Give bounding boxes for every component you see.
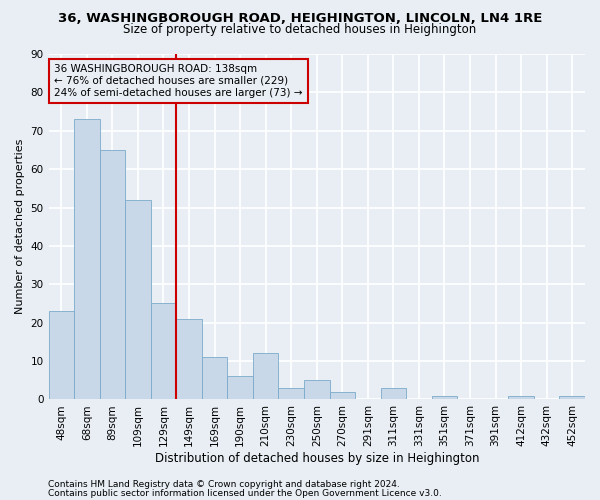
Bar	[304, 380, 329, 400]
Bar	[278, 388, 304, 400]
Text: Contains HM Land Registry data © Crown copyright and database right 2024.: Contains HM Land Registry data © Crown c…	[48, 480, 400, 489]
Bar	[432, 396, 457, 400]
Bar	[508, 396, 534, 400]
Bar	[202, 357, 227, 400]
Y-axis label: Number of detached properties: Number of detached properties	[15, 139, 25, 314]
Bar	[227, 376, 253, 400]
Text: Size of property relative to detached houses in Heighington: Size of property relative to detached ho…	[124, 24, 476, 36]
Bar	[100, 150, 125, 400]
Bar	[559, 396, 585, 400]
Bar	[49, 311, 74, 400]
Bar	[380, 388, 406, 400]
Bar	[151, 304, 176, 400]
Text: Contains public sector information licensed under the Open Government Licence v3: Contains public sector information licen…	[48, 488, 442, 498]
Text: 36, WASHINGBOROUGH ROAD, HEIGHINGTON, LINCOLN, LN4 1RE: 36, WASHINGBOROUGH ROAD, HEIGHINGTON, LI…	[58, 12, 542, 26]
Bar	[125, 200, 151, 400]
Text: 36 WASHINGBOROUGH ROAD: 138sqm
← 76% of detached houses are smaller (229)
24% of: 36 WASHINGBOROUGH ROAD: 138sqm ← 76% of …	[54, 64, 302, 98]
X-axis label: Distribution of detached houses by size in Heighington: Distribution of detached houses by size …	[155, 452, 479, 465]
Bar	[329, 392, 355, 400]
Bar	[74, 120, 100, 400]
Bar	[253, 354, 278, 400]
Bar	[176, 319, 202, 400]
